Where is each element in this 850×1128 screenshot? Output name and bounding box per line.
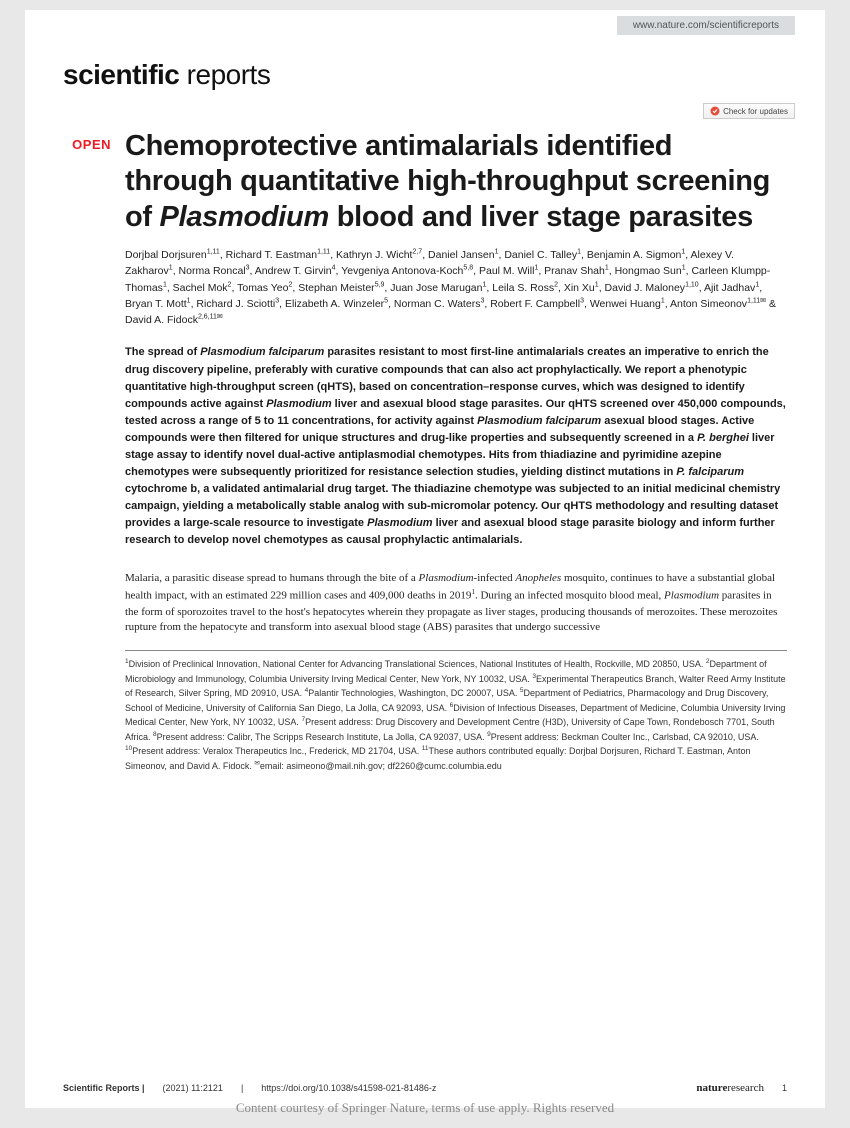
footer-sep: | — [241, 1083, 243, 1093]
publisher-bold: nature — [696, 1082, 727, 1094]
footer-citation: (2021) 11:2121 — [163, 1083, 223, 1093]
right-column: Chemoprotective antimalarials identified… — [125, 129, 787, 785]
title-part2: blood and liver stage parasites — [329, 201, 753, 233]
check-updates-button[interactable]: Check for updates — [703, 103, 795, 119]
left-column: OPEN — [25, 129, 125, 785]
page-footer: Scientific Reports | (2021) 11:2121 | ht… — [63, 1082, 787, 1094]
journal-url[interactable]: www.nature.com/scientificreports — [617, 16, 795, 35]
footer-doi[interactable]: https://doi.org/10.1038/s41598-021-81486… — [261, 1083, 436, 1093]
footer-journal: Scientific Reports | — [63, 1083, 145, 1093]
author-list: Dorjbal Dorjsuren1,11, Richard T. Eastma… — [125, 247, 787, 328]
footer-left: Scientific Reports | (2021) 11:2121 | ht… — [63, 1083, 436, 1093]
page-container: www.nature.com/scientificreports scienti… — [25, 10, 825, 1108]
page-number: 1 — [782, 1083, 787, 1093]
publisher-logo: natureresearch — [696, 1082, 764, 1094]
journal-title: scientific reports — [25, 35, 825, 103]
main-content: OPEN Chemoprotective antimalarials ident… — [25, 129, 825, 785]
check-circle-icon — [710, 106, 720, 116]
open-access-label: OPEN — [25, 137, 111, 152]
title-italic: Plasmodium — [160, 201, 329, 233]
abstract: The spread of Plasmodium falciparum para… — [125, 344, 787, 549]
footer-right: natureresearch 1 — [696, 1082, 787, 1094]
article-title: Chemoprotective antimalarials identified… — [125, 129, 787, 235]
publisher-light: research — [727, 1082, 764, 1094]
journal-name-bold: scientific — [63, 59, 179, 90]
affiliations: 1Division of Preclinical Innovation, Nat… — [125, 650, 787, 773]
body-paragraph: Malaria, a parasitic disease spread to h… — [125, 571, 787, 636]
journal-name-light: reports — [179, 59, 270, 90]
check-updates-label: Check for updates — [723, 107, 788, 116]
url-bar: www.nature.com/scientificreports — [25, 10, 825, 35]
check-updates-row: Check for updates — [25, 103, 825, 129]
